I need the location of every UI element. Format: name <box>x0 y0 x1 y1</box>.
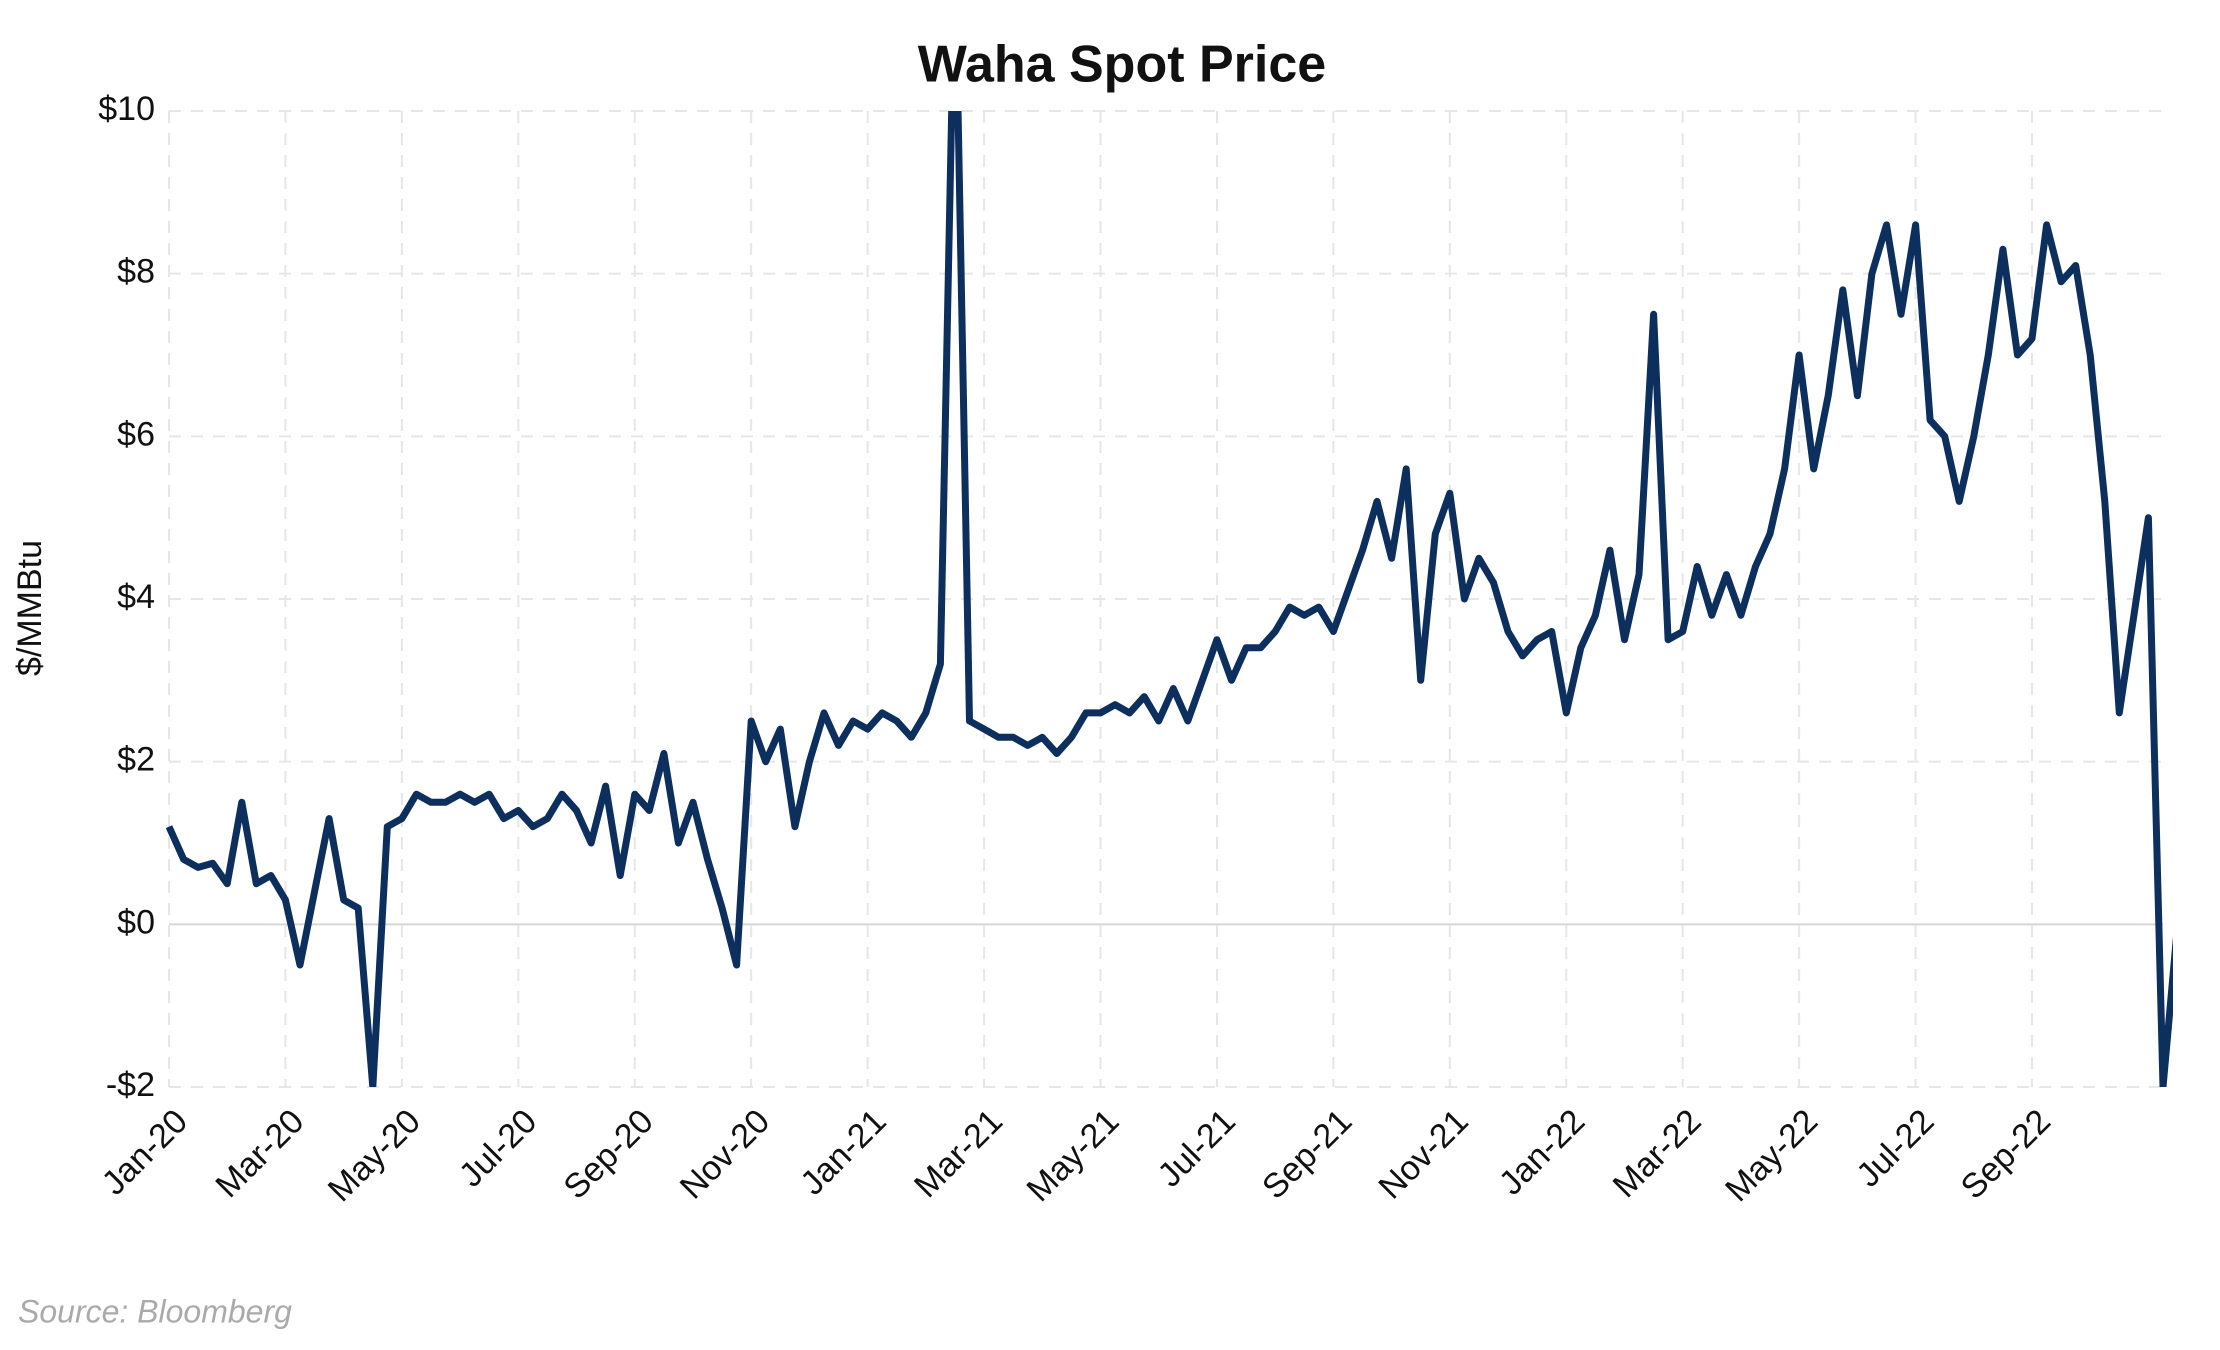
y-axis-label: $/MMBtu <box>11 540 49 676</box>
y-tick-label: $8 <box>117 253 155 291</box>
y-tick-label: $10 <box>98 90 155 128</box>
x-tick-label: Nov-21 <box>1371 1102 1475 1206</box>
x-tick-label: Jul-21 <box>1151 1102 1243 1194</box>
source: Source: Bloomberg <box>18 1293 292 1329</box>
y-tick-label: $4 <box>117 578 155 616</box>
x-tick-label: Jul-22 <box>1849 1102 1941 1194</box>
x-tick-label: Sep-20 <box>556 1102 660 1206</box>
chart-title: Waha Spot Price <box>918 36 1326 94</box>
x-tick-label: Jan-22 <box>1492 1102 1592 1202</box>
y-tick-label: -$2 <box>106 1066 155 1104</box>
x-tick-label: Sep-21 <box>1255 1102 1359 1206</box>
x-tick-label: Mar-20 <box>208 1102 311 1205</box>
y-tick-label: $0 <box>117 903 155 941</box>
x-tick-label: Sep-22 <box>1954 1102 2058 1206</box>
x-tick-label: Jan-21 <box>793 1102 893 1202</box>
x-tick-label: Nov-20 <box>673 1102 777 1206</box>
price-line <box>165 111 2173 1087</box>
x-tick-label: May-21 <box>1019 1102 1126 1209</box>
x-tick-label: May-20 <box>321 1102 428 1209</box>
x-tick-label: Mar-21 <box>907 1102 1010 1205</box>
y-tick-label: $6 <box>117 415 155 453</box>
x-tick-label: May-22 <box>1718 1102 1825 1209</box>
x-tick-label: Jul-20 <box>452 1102 544 1194</box>
x-tick-label: Mar-22 <box>1606 1102 1709 1205</box>
y-tick-label: $2 <box>117 741 155 779</box>
x-tick-label: Jan-20 <box>95 1102 195 1202</box>
